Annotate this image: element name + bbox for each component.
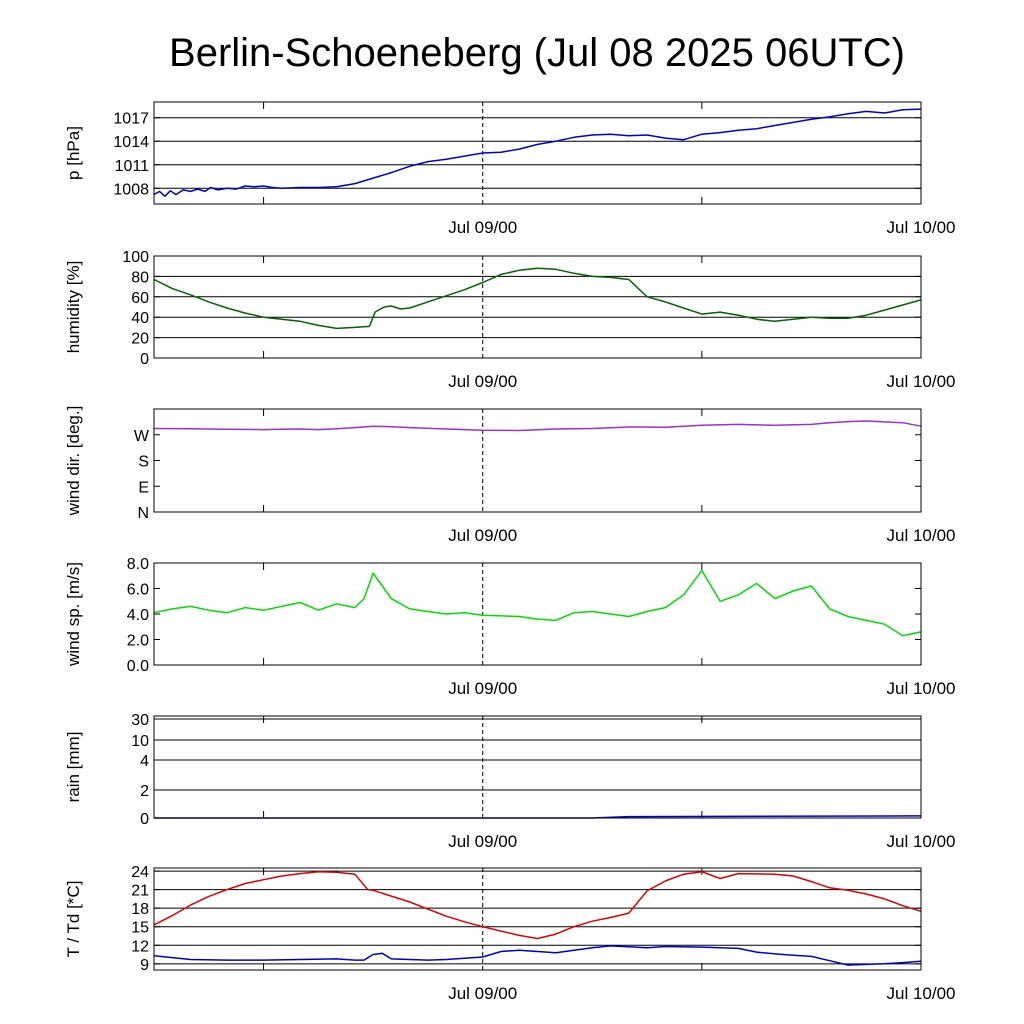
y-tick-label: 10 (131, 733, 149, 750)
y-tick-label: W (134, 428, 150, 445)
plot-frame (153, 715, 922, 819)
y-tick-label: 0 (140, 351, 149, 368)
y-tick-label: 1017 (113, 111, 149, 128)
x-tick-label: Jul 10/00 (887, 832, 956, 851)
panel-rain: 0 2 4 10 30 Jul 09/00 Jul 10/00 rain [mm] (64, 712, 956, 851)
x-tick-label: Jul 10/00 (887, 372, 956, 391)
y-tick-label: 2 (140, 783, 149, 800)
y-tick-label: 21 (131, 883, 149, 900)
y-tick-label: 0.0 (127, 658, 149, 675)
plot-frame (153, 101, 922, 205)
chart-panels: 1008 1011 1014 1017 Jul 09/00 Jul 10/00 p [hPa… (64, 101, 956, 1003)
y-tick-label: 4.0 (127, 607, 149, 624)
x-tick-label: Jul 09/00 (448, 526, 517, 545)
y-tick-label: 100 (122, 249, 149, 266)
y-tick-label: 30 (131, 712, 149, 729)
panel-wind_speed: 0.0 2.0 4.0 6.0 8.0 Jul 09/00 Jul 10/00 wind sp… (64, 556, 956, 698)
x-tick-label: Jul 10/00 (887, 984, 956, 1003)
plot-frame (153, 562, 922, 666)
y-axis-label: T / Td [*C] (64, 881, 83, 958)
y-tick-label: 1014 (113, 134, 149, 151)
series-line-temperature-0 (153, 870, 922, 940)
y-tick-label: 4 (140, 753, 149, 770)
series-line-temperature-1 (153, 945, 922, 966)
plot-frame (153, 408, 922, 513)
y-tick-label: 9 (140, 957, 149, 974)
y-tick-label: 12 (131, 938, 149, 955)
y-axis-label: wind dir. [deg.] (64, 406, 83, 517)
y-tick-label: 60 (131, 290, 149, 307)
y-axis-label: rain [mm] (64, 732, 83, 803)
series-line-humidity-0 (153, 267, 922, 330)
y-tick-label: S (138, 454, 149, 471)
series-line-pressure-0 (153, 108, 922, 197)
y-tick-label: 6.0 (127, 582, 149, 599)
x-tick-label: Jul 09/00 (448, 372, 517, 391)
x-tick-label: Jul 09/00 (448, 984, 517, 1003)
series-line-wind_dir-0 (153, 420, 922, 432)
y-tick-label: 1008 (113, 181, 149, 198)
y-tick-label: 40 (131, 310, 149, 327)
x-tick-label: Jul 09/00 (448, 679, 517, 698)
plot-frame (153, 255, 922, 359)
y-tick-label: 0 (140, 811, 149, 828)
y-tick-label: 20 (131, 331, 149, 348)
y-tick-label: 1011 (115, 158, 150, 175)
series-line-wind_speed-0 (153, 569, 922, 637)
x-tick-label: Jul 10/00 (887, 679, 956, 698)
y-tick-label: 24 (131, 864, 149, 881)
y-axis-label: humidity [%] (64, 261, 83, 354)
x-tick-label: Jul 10/00 (887, 218, 956, 237)
x-tick-label: Jul 10/00 (887, 526, 956, 545)
y-tick-label: N (137, 505, 149, 522)
x-tick-label: Jul 09/00 (448, 218, 517, 237)
plot-frame (153, 867, 922, 971)
y-tick-label: 18 (131, 901, 149, 918)
x-tick-label: Jul 09/00 (448, 832, 517, 851)
y-tick-label: E (138, 479, 149, 496)
y-axis-label: p [hPa] (64, 126, 83, 180)
y-tick-label: 80 (131, 269, 149, 286)
panel-humidity: 0 20 40 60 80 100 Jul 09/00 Jul 10/00 humidity [… (64, 249, 956, 391)
y-tick-label: 15 (131, 920, 149, 937)
chart-title: Berlin-Schoeneberg (Jul 08 2025 06UTC) (169, 31, 905, 75)
y-tick-label: 8.0 (127, 556, 149, 573)
panel-pressure: 1008 1011 1014 1017 Jul 09/00 Jul 10/00 p [hPa… (64, 101, 956, 237)
y-axis-label: wind sp. [m/s] (64, 562, 83, 667)
y-tick-label: 2.0 (127, 633, 149, 650)
